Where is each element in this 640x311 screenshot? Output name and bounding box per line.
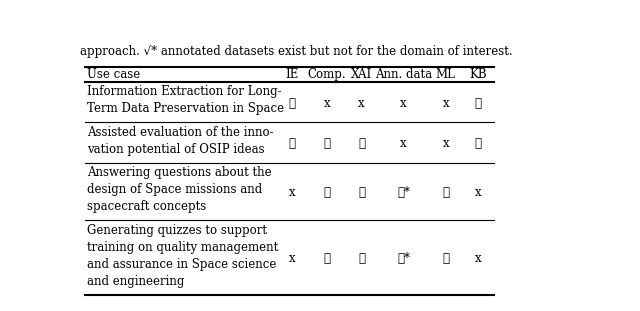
Text: ✓: ✓ (474, 96, 481, 109)
Text: approach. √* annotated datasets exist but not for the domain of interest.: approach. √* annotated datasets exist bu… (80, 44, 513, 58)
Text: x: x (323, 96, 330, 109)
Text: ML: ML (436, 68, 456, 81)
Text: ✓: ✓ (289, 137, 296, 150)
Text: x: x (289, 253, 295, 266)
Text: ✓: ✓ (474, 137, 481, 150)
Text: x: x (475, 253, 481, 266)
Text: Information Extraction for Long-
Term Data Preservation in Space: Information Extraction for Long- Term Da… (88, 85, 285, 115)
Text: XAI: XAI (351, 68, 372, 81)
Text: ✓: ✓ (442, 253, 449, 266)
Text: ✓: ✓ (358, 253, 365, 266)
Text: ✓: ✓ (323, 253, 330, 266)
Text: ✓: ✓ (289, 96, 296, 109)
Text: x: x (442, 96, 449, 109)
Text: x: x (358, 96, 365, 109)
Text: x: x (401, 96, 407, 109)
Text: Answering questions about the
design of Space missions and
spacecraft concepts: Answering questions about the design of … (88, 166, 272, 213)
Text: ✓: ✓ (323, 186, 330, 199)
Text: Comp.: Comp. (307, 68, 346, 81)
Text: Assisted evaluation of the inno-
vation potential of OSIP ideas: Assisted evaluation of the inno- vation … (88, 126, 274, 156)
Text: x: x (475, 186, 481, 199)
Text: ✓: ✓ (358, 137, 365, 150)
Text: ✓: ✓ (442, 186, 449, 199)
Text: x: x (289, 186, 295, 199)
Text: KB: KB (469, 68, 487, 81)
Text: IE: IE (285, 68, 299, 81)
Text: Generating quizzes to support
training on quality management
and assurance in Sp: Generating quizzes to support training o… (88, 224, 278, 288)
Text: ✓*: ✓* (397, 186, 410, 199)
Text: Use case: Use case (88, 68, 141, 81)
Text: ✓: ✓ (323, 137, 330, 150)
Text: x: x (442, 137, 449, 150)
Text: x: x (401, 137, 407, 150)
Text: ✓*: ✓* (397, 253, 410, 266)
Text: ✓: ✓ (358, 186, 365, 199)
Text: Ann. data: Ann. data (375, 68, 432, 81)
